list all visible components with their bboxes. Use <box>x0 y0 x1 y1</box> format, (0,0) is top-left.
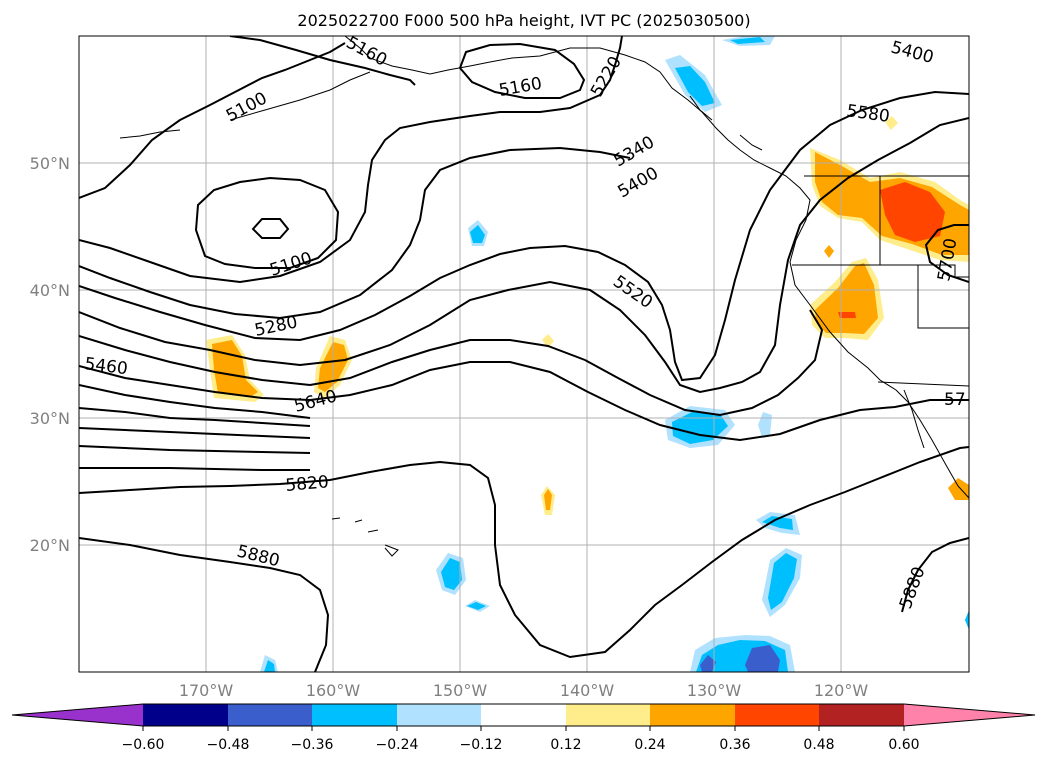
lat-label: 40°N <box>30 281 70 300</box>
graticule <box>79 36 969 672</box>
colorbar-swatch <box>650 704 735 726</box>
colorbar-swatch <box>566 704 650 726</box>
lat-label: 30°N <box>30 409 70 428</box>
coastlines <box>119 36 969 557</box>
height-contours <box>79 36 969 672</box>
lon-label: 140°W <box>560 681 615 700</box>
lon-label: 130°W <box>687 681 742 700</box>
colorbar: −0.60 −0.48 −0.36 −0.24 −0.12 0.12 0.24 … <box>11 703 1036 753</box>
lon-label: 170°W <box>179 681 234 700</box>
colorbar-swatch <box>397 704 481 726</box>
latitude-labels: 50°N 40°N 30°N 20°N <box>30 154 70 555</box>
colorbar-swatch <box>735 704 819 726</box>
lon-label: 150°W <box>433 681 488 700</box>
colorbar-tick-label: −0.60 <box>122 737 165 753</box>
colorbar-swatch <box>312 704 397 726</box>
colorbar-tick-label: 0.60 <box>888 737 919 753</box>
colorbar-tick-label: −0.48 <box>207 737 250 753</box>
longitude-labels: 170°W 160°W 150°W 140°W 130°W 120°W <box>179 681 869 700</box>
colorbar-tick-label: −0.36 <box>291 737 334 753</box>
boundaries <box>792 175 969 387</box>
colorbar-swatch <box>481 704 566 726</box>
map-frame <box>78 35 970 673</box>
lat-label: 50°N <box>30 154 70 173</box>
colorbar-extend-max <box>904 704 1035 726</box>
lon-label: 120°W <box>814 681 869 700</box>
colorbar-tick-label: 0.48 <box>803 737 834 753</box>
lon-label: 160°W <box>306 681 361 700</box>
colorbar-swatch <box>143 704 228 726</box>
colorbar-swatch <box>228 704 312 726</box>
colorbar-swatch <box>819 704 904 726</box>
colorbar-tick-label: 0.24 <box>634 737 665 753</box>
colorbar-extend-min <box>12 704 143 726</box>
colorbar-tick-label: 0.36 <box>719 737 750 753</box>
contour-label: 5820 <box>285 472 330 496</box>
figure-title: 2025022700 F000 500 hPa height, IVT PC (… <box>297 11 750 30</box>
map-panel: 5100 5160 5220 5340 5400 5400 5580 5100 … <box>79 36 969 672</box>
lat-label: 20°N <box>30 536 70 555</box>
colorbar-tick-label: −0.24 <box>376 737 419 753</box>
contour-label: 57 <box>944 390 966 410</box>
negative-anomaly-shading <box>260 36 969 672</box>
colorbar-tick-label: 0.12 <box>550 737 581 753</box>
colorbar-tick-label: −0.12 <box>460 737 503 753</box>
